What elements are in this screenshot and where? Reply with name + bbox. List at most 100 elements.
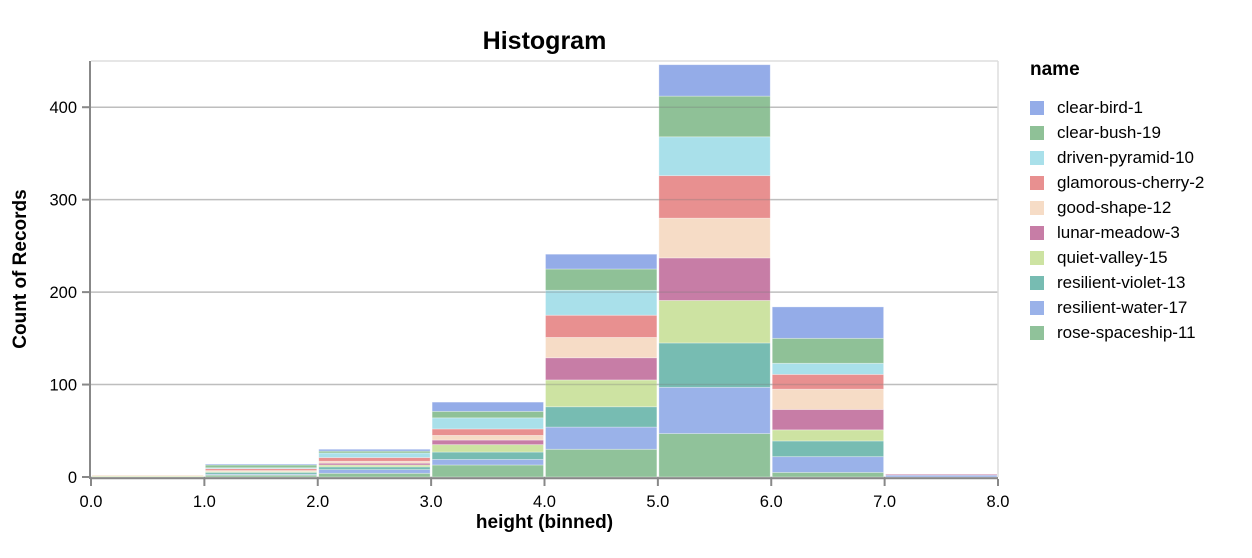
legend-swatch (1030, 125, 1044, 140)
bar-segment (771, 373, 885, 390)
legend-item: driven-pyramid-10 (1030, 145, 1204, 170)
x-tick-label: 7.0 (873, 493, 896, 511)
legend-swatch (1030, 275, 1044, 290)
bar-segment (318, 457, 431, 462)
bar-segment (658, 257, 771, 301)
legend-item: clear-bird-1 (1030, 95, 1204, 120)
legend-swatch (1030, 225, 1044, 240)
legend-item-label: resilient-violet-13 (1057, 272, 1186, 292)
y-tick-label: 200 (49, 284, 77, 302)
legend-item-label: glamorous-cherry-2 (1057, 172, 1205, 192)
bar-segment (431, 439, 544, 446)
bar-segment (658, 136, 771, 177)
bar-segment (771, 362, 885, 375)
legend-title: name (1030, 59, 1080, 80)
bar-segment (91, 474, 204, 477)
bar-segment (318, 466, 431, 471)
y-tick-label: 400 (49, 99, 77, 117)
x-tick-label: 2.0 (306, 493, 329, 511)
legend-item-label: good-shape-12 (1057, 197, 1172, 217)
legend-item: glamorous-cherry-2 (1030, 170, 1204, 195)
legend-item: quiet-valley-15 (1030, 245, 1204, 270)
legend-swatch (1030, 150, 1044, 165)
x-tick-label: 0.0 (80, 493, 103, 511)
legend-item: lunar-meadow-3 (1030, 220, 1204, 245)
bar-segment (771, 388, 885, 410)
bar-segment (431, 428, 544, 436)
legend-item: resilient-water-17 (1030, 295, 1204, 320)
bar-segment (431, 464, 544, 478)
x-tick-label: 4.0 (533, 493, 556, 511)
legend-item: resilient-violet-13 (1030, 270, 1204, 295)
legend-swatch (1030, 175, 1044, 190)
legend-item: rose-spaceship-11 (1030, 320, 1204, 345)
y-tick-label: 300 (49, 192, 77, 210)
legend-item-label: clear-bush-19 (1057, 122, 1161, 142)
bar-segment (318, 452, 431, 458)
legend-swatch (1030, 325, 1044, 340)
bar-segment (545, 268, 658, 291)
bar-segment (204, 463, 318, 466)
bar-segment (318, 450, 431, 454)
x-axis-title: height (binned) (475, 512, 614, 533)
bar-segment (545, 289, 658, 316)
bar-segment (431, 401, 544, 412)
x-tick-label: 6.0 (760, 493, 783, 511)
legend-items: clear-bird-1 clear-bush-19 driven-pyramid-… (1030, 95, 1204, 345)
bar-segment (431, 434, 544, 441)
bar-segment (658, 95, 771, 138)
legend-item-label: rose-spaceship-11 (1057, 322, 1196, 342)
bar-segment (771, 409, 885, 431)
legend-swatch (1030, 200, 1044, 215)
bar-segment (545, 314, 658, 338)
legend-item-label: lunar-meadow-3 (1057, 222, 1180, 242)
bar-segment (658, 342, 771, 388)
x-tick-label: 3.0 (420, 493, 443, 511)
legend-swatch (1030, 250, 1044, 265)
bar-segment (885, 474, 998, 478)
bar-segment (431, 444, 544, 453)
y-axis-title: Count of Records (10, 189, 31, 349)
bar-segment (658, 300, 771, 344)
bar-segment (771, 471, 885, 478)
bar-segment (771, 429, 885, 442)
legend: name clear-bird-1 clear-bush-19 driven-pyr… (1030, 58, 1204, 345)
chart-title: Histogram (482, 27, 607, 55)
bar-segment (771, 440, 885, 458)
bar-segment (545, 406, 658, 428)
bar-segment (771, 306, 885, 339)
bar-segment (658, 175, 771, 219)
bar-segment (204, 474, 318, 478)
x-tick-label: 8.0 (987, 493, 1010, 511)
bar-segment (318, 472, 431, 478)
bar-segment (545, 448, 658, 478)
bar-segment (545, 357, 658, 381)
bar-segment (658, 64, 771, 97)
legend-item: clear-bush-19 (1030, 120, 1204, 145)
legend-item: good-shape-12 (1030, 195, 1204, 220)
x-tick-label: 1.0 (193, 493, 216, 511)
bar-segment (431, 417, 544, 430)
bar-segment (545, 426, 658, 450)
bar-segment (885, 473, 998, 476)
y-tick-label: 0 (68, 469, 77, 487)
bar-segment (431, 451, 544, 460)
bar-segment (431, 459, 544, 466)
bar-segment (771, 456, 885, 473)
bar-segment (771, 337, 885, 364)
bar-segment (658, 386, 771, 434)
x-tick-label: 5.0 (646, 493, 669, 511)
legend-swatch (1030, 300, 1044, 315)
bar-segment (658, 217, 771, 259)
legend-item-label: quiet-valley-15 (1057, 247, 1168, 267)
bar-segment (204, 464, 318, 469)
legend-item-label: resilient-water-17 (1057, 297, 1188, 317)
bar-segment (431, 410, 544, 419)
legend-item-label: clear-bird-1 (1057, 97, 1143, 117)
bar-segment (204, 470, 318, 472)
bar-segment (545, 379, 658, 408)
bar-segment (545, 253, 658, 270)
bar-segment (545, 337, 658, 359)
